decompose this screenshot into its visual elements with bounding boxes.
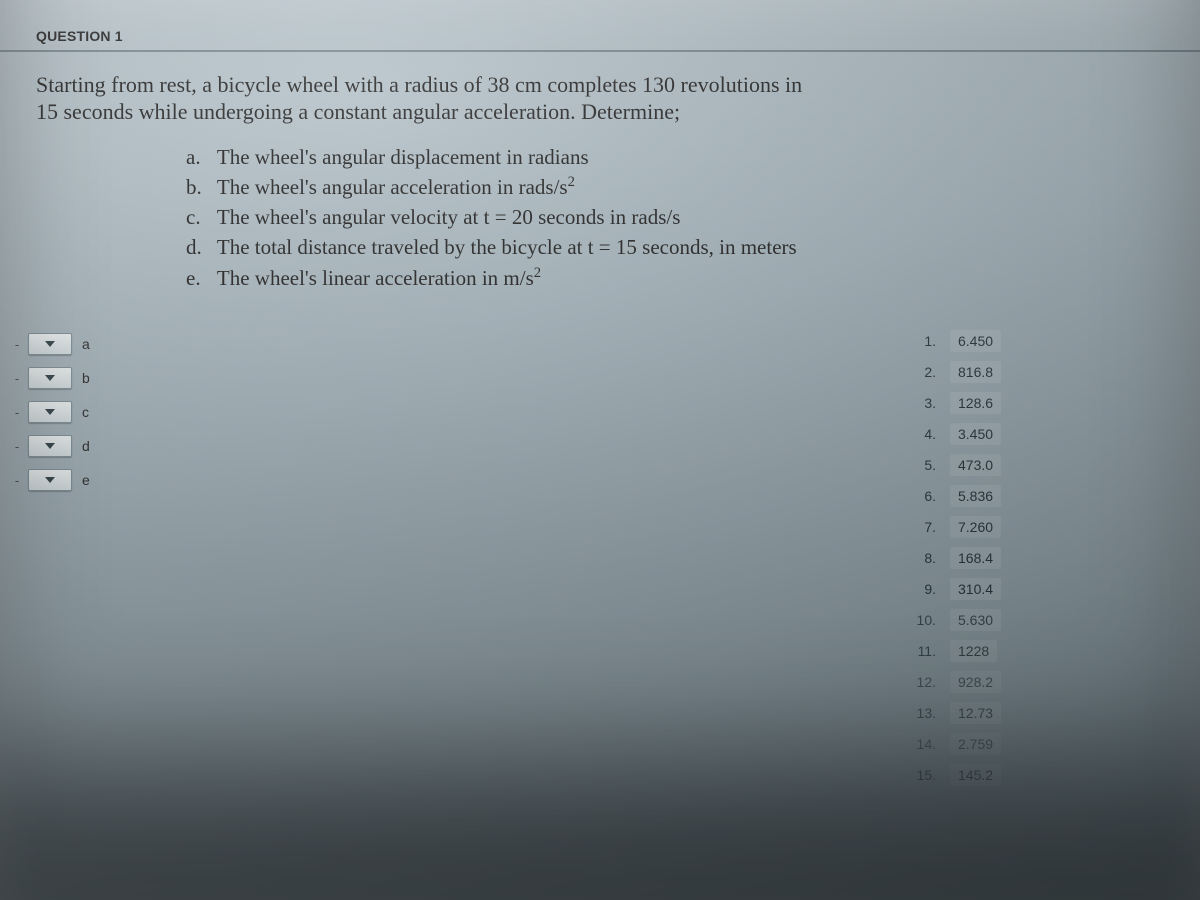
subpart-text: The wheel's linear acceleration in m/s bbox=[217, 266, 534, 290]
prompt-line-1: Starting from rest, a bicycle wheel with… bbox=[36, 72, 802, 97]
answer-number: 5. bbox=[910, 457, 936, 473]
subpart-d: d. The total distance traveled by the bi… bbox=[186, 234, 1164, 262]
answer-option: 12. 928.2 bbox=[910, 671, 1100, 702]
chevron-down-icon bbox=[45, 443, 55, 449]
answer-value: 1228 bbox=[950, 640, 997, 662]
answer-option: 7. 7.260 bbox=[910, 516, 1100, 547]
subpart-text: The wheel's angular displacement in radi… bbox=[217, 145, 589, 169]
match-dropdown-a[interactable] bbox=[28, 333, 72, 355]
answer-option: 11. 1228 bbox=[910, 640, 1100, 671]
answer-value: 5.836 bbox=[950, 485, 1001, 507]
match-row: - d bbox=[10, 432, 150, 460]
question-prompt: Starting from rest, a bicycle wheel with… bbox=[36, 72, 1056, 126]
chevron-down-icon bbox=[45, 477, 55, 483]
answer-option: 15. 145.2 bbox=[910, 764, 1100, 795]
answer-value: 473.0 bbox=[950, 454, 1001, 476]
answer-number: 12. bbox=[910, 674, 936, 690]
chevron-down-icon bbox=[45, 375, 55, 381]
answer-option: 9. 310.4 bbox=[910, 578, 1100, 609]
answer-number: 6. bbox=[910, 488, 936, 504]
subpart-a: a. The wheel's angular displacement in r… bbox=[186, 144, 1164, 172]
subpart-label: d. bbox=[186, 234, 212, 262]
subpart-text: The wheel's angular velocity at t = 20 s… bbox=[217, 205, 681, 229]
prompt-line-2: 15 seconds while undergoing a constant a… bbox=[36, 99, 680, 124]
answer-number: 13. bbox=[910, 705, 936, 721]
answer-number: 10. bbox=[910, 612, 936, 628]
subpart-text: The wheel's angular acceleration in rads… bbox=[217, 175, 568, 199]
chevron-down-icon bbox=[45, 409, 55, 415]
match-letter: c bbox=[82, 404, 89, 420]
match-letter: e bbox=[82, 472, 90, 488]
answer-number: 1. bbox=[910, 333, 936, 349]
answer-value: 3.450 bbox=[950, 423, 1001, 445]
answer-number: 4. bbox=[910, 426, 936, 442]
answer-number: 2. bbox=[910, 364, 936, 380]
answer-option: 1. 6.450 bbox=[910, 330, 1100, 361]
chevron-down-icon bbox=[45, 341, 55, 347]
answer-option: 6. 5.836 bbox=[910, 485, 1100, 516]
subpart-b: b. The wheel's angular acceleration in r… bbox=[186, 173, 1164, 202]
subpart-label: a. bbox=[186, 144, 212, 172]
header-divider bbox=[0, 50, 1200, 52]
answer-number: 11. bbox=[910, 643, 936, 659]
subpart-text: The total distance traveled by the bicyc… bbox=[217, 235, 797, 259]
answer-bank: 1.6.450 2.816.8 3.128.6 4.3.450 5.473.0 … bbox=[910, 330, 1100, 795]
subpart-label: b. bbox=[186, 174, 212, 202]
match-dropdown-column: - a - b - c - d - e bbox=[10, 330, 150, 494]
answer-number: 3. bbox=[910, 395, 936, 411]
superscript: 2 bbox=[568, 174, 575, 190]
dash-icon: - bbox=[10, 371, 24, 386]
match-letter: d bbox=[82, 438, 90, 454]
answer-value: 12.73 bbox=[950, 702, 1001, 724]
match-row: - c bbox=[10, 398, 150, 426]
answer-number: 14. bbox=[910, 736, 936, 752]
question-header: QUESTION 1 bbox=[36, 28, 1164, 44]
subparts-list: a. The wheel's angular displacement in r… bbox=[186, 144, 1164, 293]
answer-value: 7.260 bbox=[950, 516, 1001, 538]
answer-value: 6.450 bbox=[950, 330, 1001, 352]
dash-icon: - bbox=[10, 337, 24, 352]
match-row: - b bbox=[10, 364, 150, 392]
match-dropdown-d[interactable] bbox=[28, 435, 72, 457]
answer-number: 8. bbox=[910, 550, 936, 566]
answer-number: 9. bbox=[910, 581, 936, 597]
dash-icon: - bbox=[10, 473, 24, 488]
dash-icon: - bbox=[10, 405, 24, 420]
answer-option: 8. 168.4 bbox=[910, 547, 1100, 578]
answer-value: 168.4 bbox=[950, 547, 1001, 569]
answer-value: 928.2 bbox=[950, 671, 1001, 693]
superscript: 2 bbox=[534, 265, 541, 281]
answer-option: 5. 473.0 bbox=[910, 454, 1100, 485]
answer-value: 816.8 bbox=[950, 361, 1001, 383]
answer-value: 128.6 bbox=[950, 392, 1001, 414]
match-dropdown-c[interactable] bbox=[28, 401, 72, 423]
answer-number: 15. bbox=[910, 767, 936, 783]
answer-option: 2. 816.8 bbox=[910, 361, 1100, 392]
match-row: - e bbox=[10, 466, 150, 494]
subpart-c: c. The wheel's angular velocity at t = 2… bbox=[186, 204, 1164, 232]
match-row: - a bbox=[10, 330, 150, 358]
match-dropdown-e[interactable] bbox=[28, 469, 72, 491]
answer-option: 14. 2.759 bbox=[910, 733, 1100, 764]
answer-area: - a - b - c - d - e bbox=[10, 330, 1140, 890]
match-dropdown-b[interactable] bbox=[28, 367, 72, 389]
match-letter: a bbox=[82, 336, 90, 352]
answer-option: 13. 12.73 bbox=[910, 702, 1100, 733]
answer-option: 4. 3.450 bbox=[910, 423, 1100, 454]
question-page: QUESTION 1 Starting from rest, a bicycle… bbox=[0, 0, 1200, 900]
answer-option: 10. 5.630 bbox=[910, 609, 1100, 640]
dash-icon: - bbox=[10, 439, 24, 454]
answer-value: 2.759 bbox=[950, 733, 1001, 755]
subpart-e: e. The wheel's linear acceleration in m/… bbox=[186, 264, 1164, 293]
match-letter: b bbox=[82, 370, 90, 386]
answer-value: 5.630 bbox=[950, 609, 1001, 631]
answer-value: 145.2 bbox=[950, 764, 1001, 786]
answer-option: 3. 128.6 bbox=[910, 392, 1100, 423]
answer-number: 7. bbox=[910, 519, 936, 535]
answer-value: 310.4 bbox=[950, 578, 1001, 600]
subpart-label: e. bbox=[186, 265, 212, 293]
subpart-label: c. bbox=[186, 204, 212, 232]
